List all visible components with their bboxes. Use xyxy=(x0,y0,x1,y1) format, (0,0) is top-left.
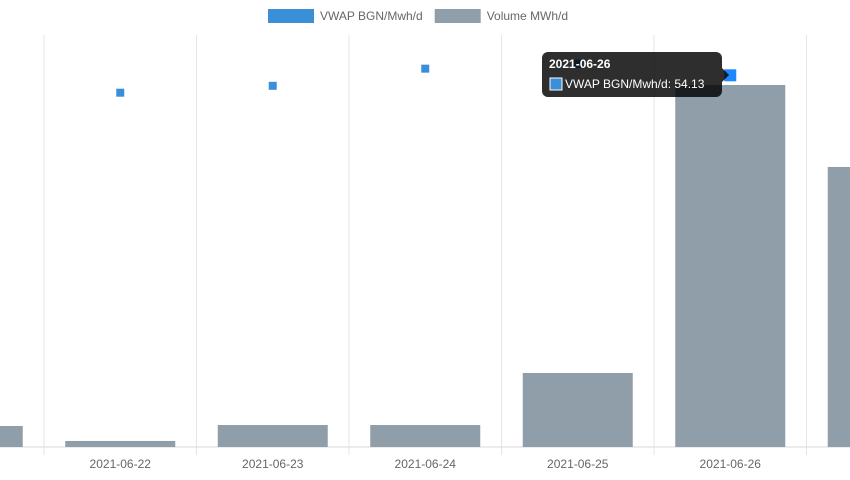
legend-swatch xyxy=(434,9,481,23)
line-point xyxy=(421,64,430,73)
tooltip: 2021-06-26 VWAP BGN/Mwh/d: 54.13 xyxy=(542,52,729,97)
legend-label: Volume MWh/d xyxy=(487,9,568,23)
tooltip-title: 2021-06-26 xyxy=(549,57,611,71)
x-tick-label: 2021-06-25 xyxy=(547,457,609,471)
bar xyxy=(827,166,850,447)
tooltip-caret xyxy=(722,68,729,82)
tooltip-box xyxy=(542,52,722,97)
bar xyxy=(675,84,786,448)
bar xyxy=(65,440,176,447)
line-point xyxy=(116,88,125,97)
tooltip-label: VWAP BGN/Mwh/d: 54.13 xyxy=(565,77,705,91)
x-tick-label: 2021-06-23 xyxy=(242,457,304,471)
x-tick-label: 2021-06-22 xyxy=(90,457,152,471)
bar xyxy=(217,425,328,447)
bar xyxy=(522,372,633,447)
legend-swatch xyxy=(268,9,314,23)
bar xyxy=(0,425,23,447)
line-point xyxy=(268,81,277,90)
legend-label: VWAP BGN/Mwh/d xyxy=(320,9,423,23)
x-tick-label: 2021-06-24 xyxy=(395,457,457,471)
line-point xyxy=(724,69,737,82)
bar xyxy=(370,425,481,447)
x-tick-label: 2021-06-26 xyxy=(700,457,762,471)
tooltip-swatch xyxy=(549,77,563,91)
